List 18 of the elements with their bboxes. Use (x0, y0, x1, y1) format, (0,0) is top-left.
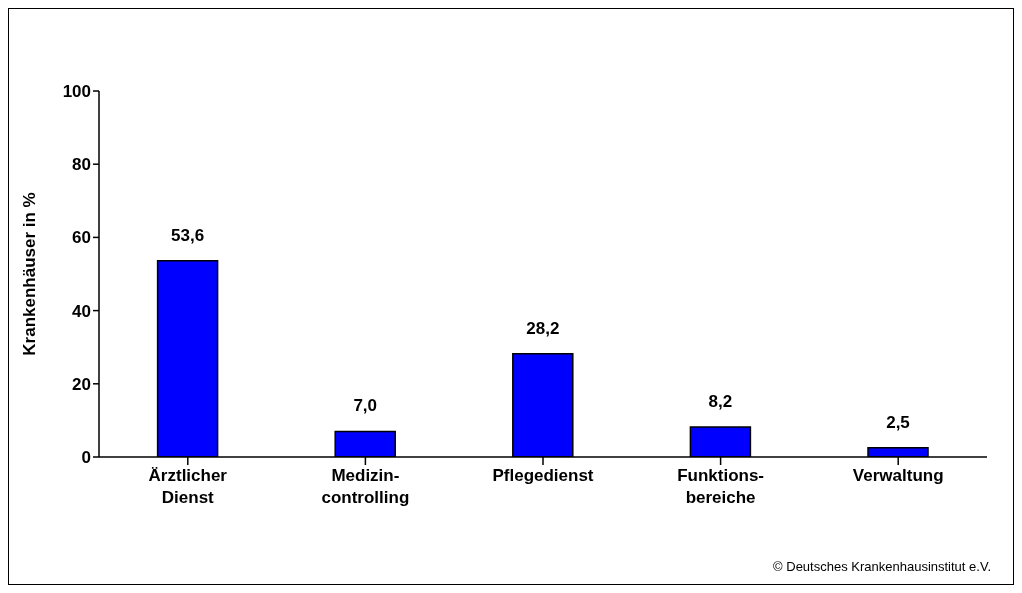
y-tick-label: 20 (72, 374, 91, 394)
y-tick-label: 0 (81, 448, 91, 468)
data-label: 53,6 (171, 225, 205, 245)
text: © Deutsches Krankenhausinstitut e.V. (773, 559, 991, 574)
x-tick-label: Verwaltung (852, 466, 944, 485)
data-label: 7,0 (353, 396, 378, 416)
x-tick-label: Medizin-controlling (321, 466, 410, 507)
data-label: 8,2 (708, 391, 733, 411)
x-tick-label: Pflegedienst (492, 466, 594, 485)
y-tick-label: 80 (72, 155, 91, 175)
y-axis-title: Krankenhäuser in % (20, 192, 40, 356)
x-tick-label: Funktions-bereiche (677, 466, 765, 507)
y-tick-label: 60 (72, 228, 91, 248)
data-label: 2,5 (886, 412, 910, 432)
y-tick-label: 100 (62, 82, 91, 102)
x-tick-label: Ärztlicher Dienst (148, 466, 228, 507)
data-label: 28,2 (526, 318, 560, 338)
y-tick-label: 40 (72, 301, 91, 321)
